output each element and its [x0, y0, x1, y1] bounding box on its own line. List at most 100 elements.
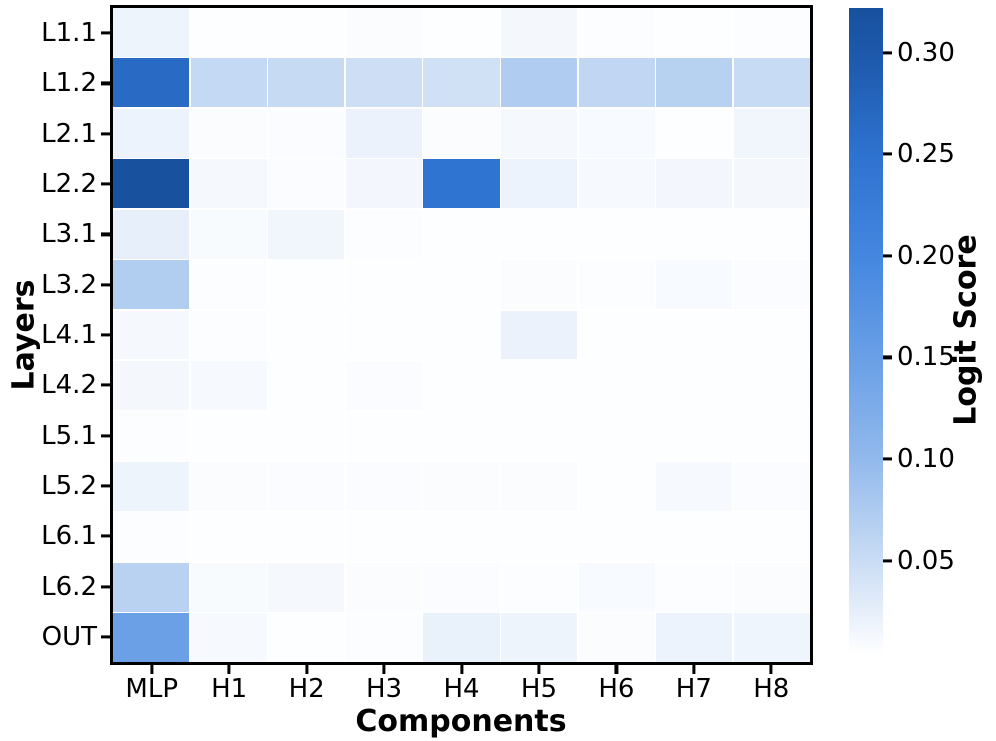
x-tick-label-H8: H8	[753, 674, 790, 704]
heatmap-cell-L2.1-H1	[190, 108, 267, 158]
heatmap-cell-OUT-H2	[268, 613, 345, 662]
heatmap-cell-L5.2-H8	[733, 461, 810, 511]
heatmap-cell-L5.1-H4	[423, 411, 500, 461]
heatmap-cell-L6.2-H5	[501, 562, 578, 612]
heatmap-cell-L4.1-H6	[578, 310, 655, 360]
heatmap-cell-L1.2-H6	[578, 58, 655, 108]
heatmap-cell-L4.2-H8	[733, 360, 810, 410]
heatmap-cell-OUT-MLP	[113, 613, 190, 662]
heatmap-cell-L1.2-H7	[656, 58, 733, 108]
heatmap-cell-L1.1-H1	[190, 8, 267, 57]
heatmap-cell-L3.2-H3	[345, 260, 422, 310]
y-tick-label-OUT: OUT	[41, 621, 97, 652]
heatmap-cell-L5.2-H7	[656, 461, 733, 511]
heatmap-cell-L2.1-H8	[733, 108, 810, 158]
colorbar-tick-mark	[883, 457, 892, 461]
heatmap-cell-L6.1-MLP	[113, 512, 190, 562]
heatmap-cell-L4.1-H1	[190, 310, 267, 360]
heatmap-cell-L4.2-H2	[268, 360, 345, 410]
x-tick-mark	[692, 665, 696, 674]
heatmap-cell-L3.1-H1	[190, 209, 267, 259]
y-tick-label-L5.2: L5.2	[41, 470, 97, 501]
colorbar-tick-label-0.10: 0.10	[897, 444, 955, 474]
y-tick-mark	[101, 434, 110, 438]
colorbar-tick-mark	[883, 254, 892, 258]
heatmap-cell-L6.2-H1	[190, 562, 267, 612]
heatmap-cell-L5.1-H2	[268, 411, 345, 461]
x-tick-label-H2: H2	[288, 674, 325, 704]
heatmap-cell-OUT-H3	[345, 613, 422, 662]
heatmap-cell-L3.2-H8	[733, 260, 810, 310]
heatmap-cell-L3.2-H1	[190, 260, 267, 310]
colorbar-tick-label-0.25: 0.25	[897, 139, 955, 170]
heatmap-cell-L2.1-H4	[423, 108, 500, 158]
x-tick-mark	[537, 665, 541, 674]
heatmap-cell-L5.2-H1	[190, 461, 267, 511]
heatmap-cell-L1.1-H5	[501, 8, 578, 57]
y-tick-mark	[101, 232, 110, 236]
colorbar-tick-mark	[883, 558, 892, 563]
x-tick-label-H5: H5	[520, 674, 557, 704]
heatmap-cell-L6.2-H7	[656, 562, 733, 612]
y-tick-mark	[101, 635, 110, 639]
heatmap-cell-L5.1-H3	[345, 411, 422, 461]
y-tick-mark	[101, 132, 110, 136]
heatmap-cell-L3.2-H6	[578, 260, 655, 310]
colorbar-tick-mark	[883, 51, 892, 55]
heatmap-cell-L2.2-MLP	[113, 159, 190, 209]
heatmap-cell-L1.1-H8	[733, 8, 810, 57]
heatmap-cell-L6.1-H3	[345, 512, 422, 562]
heatmap-cell-L2.2-H4	[423, 159, 500, 209]
heatmap-cell-L3.1-H2	[268, 209, 345, 259]
heatmap-cell-L5.1-MLP	[113, 411, 190, 461]
heatmap-cell-L5.1-H8	[733, 411, 810, 461]
heatmap-cell-L6.1-H2	[268, 512, 345, 562]
heatmap-cell-L1.1-H4	[423, 8, 500, 57]
colorbar-tick-label-0.20: 0.20	[897, 240, 955, 271]
y-axis-label: Layers	[6, 279, 42, 391]
heatmap-cell-L1.2-MLP	[113, 58, 190, 108]
heatmap-cell-L4.2-H3	[345, 360, 422, 410]
y-tick-label-L4.1: L4.1	[41, 320, 97, 350]
colorbar-tick-mark	[883, 355, 892, 360]
heatmap-cell-OUT-H7	[656, 613, 733, 662]
y-tick-label-L1.1: L1.1	[41, 18, 97, 49]
heatmap-cell-L1.1-H2	[268, 8, 345, 57]
colorbar-tick-label-0.30: 0.30	[897, 37, 955, 68]
x-tick-label-H1: H1	[211, 674, 248, 704]
heatmap-cell-L4.1-H5	[501, 310, 578, 360]
heatmap-cell-L6.1-H1	[190, 512, 267, 562]
x-tick-mark	[459, 665, 464, 674]
colorbar-tick-label-0.05: 0.05	[897, 545, 955, 576]
y-tick-mark	[101, 182, 110, 186]
heatmap-cell-L1.2-H1	[190, 58, 267, 108]
heatmap-cell-L1.1-MLP	[113, 8, 190, 57]
heatmap-cell-L6.2-H8	[733, 562, 810, 612]
x-tick-mark	[150, 665, 154, 674]
heatmap-cell-L2.1-H2	[268, 108, 345, 158]
heatmap-cell-L5.2-H4	[423, 461, 500, 511]
heatmap-cell-L4.2-H6	[578, 360, 655, 410]
y-tick-label-L3.1: L3.1	[41, 219, 97, 250]
heatmap-cell-L3.2-H7	[656, 260, 733, 310]
heatmap-cell-L5.1-H5	[501, 411, 578, 461]
colorbar-tick-mark	[883, 152, 892, 156]
heatmap-cell-L5.1-H7	[656, 411, 733, 461]
heatmap-cell-L2.2-H3	[345, 159, 422, 209]
heatmap-cell-L3.1-H7	[656, 209, 733, 259]
plot-area	[110, 5, 813, 665]
heatmap-cell-L3.2-H2	[268, 260, 345, 310]
y-tick-mark	[101, 333, 110, 337]
heatmap-cell-L6.2-H3	[345, 562, 422, 612]
y-tick-label-L1.2: L1.2	[41, 68, 97, 99]
y-tick-label-L3.2: L3.2	[41, 269, 97, 300]
heatmap-cell-L6.1-H7	[656, 512, 733, 562]
heatmap-cell-OUT-H8	[733, 613, 810, 662]
x-tick-label-H6: H6	[598, 674, 635, 704]
y-tick-mark	[101, 81, 110, 86]
heatmap-cell-L3.2-H4	[423, 260, 500, 310]
heatmap-cell-L2.2-H1	[190, 159, 267, 209]
x-axis-label: Components	[355, 704, 567, 739]
heatmap-cell-L1.2-H5	[501, 58, 578, 108]
x-tick-label-MLP: MLP	[125, 674, 179, 704]
